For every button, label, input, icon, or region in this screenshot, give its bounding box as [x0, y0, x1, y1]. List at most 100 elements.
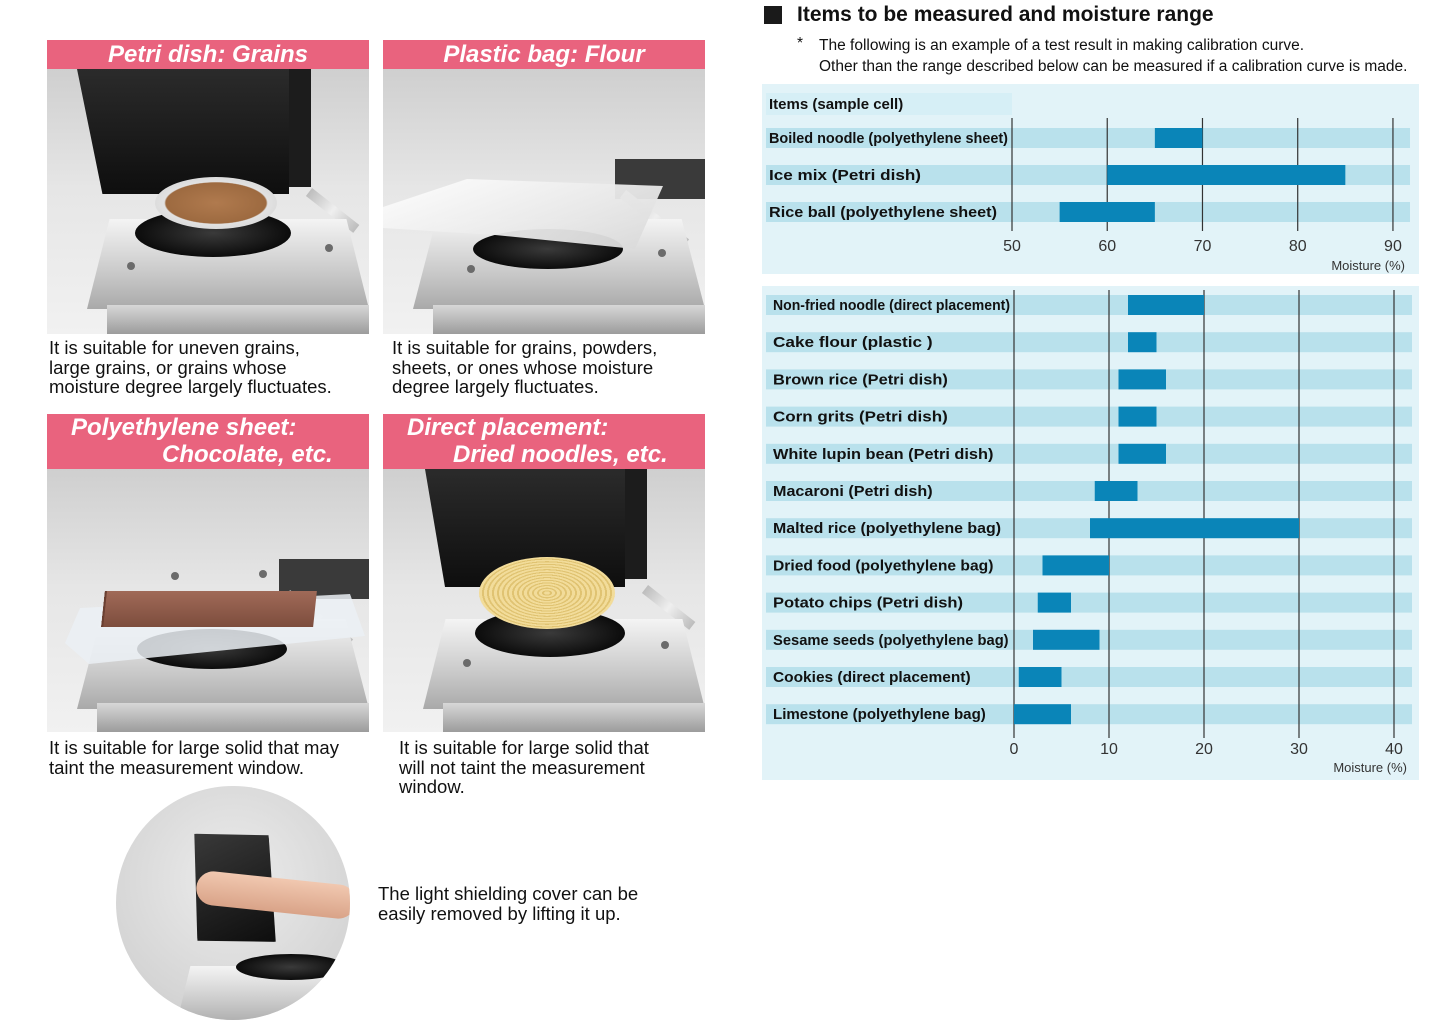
- panel-polyethylene-sheet: Polyethylene sheet: Chocolate, etc. It i…: [47, 414, 369, 794]
- chart-bar: [1042, 555, 1109, 576]
- cover-removal-photo: [116, 786, 350, 1020]
- chart-tick-label: 60: [1098, 238, 1116, 255]
- chart-bar: [1014, 704, 1071, 725]
- chart-bar: [1128, 295, 1204, 315]
- panel-plastic-bag: Plastic bag: Flour It is suitable for gr…: [383, 40, 705, 400]
- caption-line: easily removed by lifting it up.: [378, 902, 621, 924]
- panel-caption: It is suitable for uneven grains, large …: [49, 338, 369, 397]
- chart-axis-label: Moisture (%): [1331, 258, 1405, 273]
- chart-bar: [1094, 481, 1138, 501]
- section-title: Items to be measured and moisture range: [797, 3, 1214, 26]
- panel-title-line: Direct placement:: [407, 414, 609, 441]
- chart-category-label: Rice ball (polyethylene sheet): [769, 204, 997, 221]
- chart-tick-label: 70: [1194, 238, 1212, 255]
- panel-title-line: Chocolate, etc.: [162, 441, 333, 468]
- caption-line: It is suitable for large solid that may: [49, 737, 339, 758]
- note-text: The following is an example of a test re…: [819, 35, 1407, 77]
- caption-line: It is suitable for uneven grains,: [49, 337, 300, 358]
- moisture-range-chart-2: Non-fried noodle (direct placement) Cake …: [766, 290, 1412, 775]
- chart-tick-label: 30: [1290, 741, 1308, 758]
- panel-caption: It is suitable for large solid that will…: [399, 738, 705, 797]
- chart-row-band: [766, 481, 1412, 501]
- chart-box-1: Items (sample cell) Boiled noodle (polyet…: [762, 84, 1419, 274]
- chart-header-label: Items (sample cell): [769, 96, 903, 113]
- chart-box-2: Non-fried noodle (direct placement) Cake …: [762, 286, 1419, 780]
- chart-bar: [1033, 629, 1100, 650]
- chart-tick-label: 50: [1003, 238, 1021, 255]
- chart-tick-label: 80: [1289, 238, 1307, 255]
- caption-line: moisture degree largely fluctuates.: [49, 376, 332, 397]
- chart-category-label: Cookies (direct placement): [773, 669, 971, 686]
- panel-title: Plastic bag: Flour: [383, 40, 705, 69]
- caption-line: will not taint the measurement: [399, 756, 645, 778]
- chart-header-row: [766, 93, 1012, 115]
- chart-row-band: [766, 406, 1412, 427]
- chart-category-label: White lupin bean (Petri dish): [773, 446, 993, 463]
- moisture-range-chart-1: Items (sample cell) Boiled noodle (polyet…: [766, 93, 1410, 273]
- chart-category-label: Dried food (polyethylene bag): [773, 557, 993, 574]
- panel-title: Petri dish: Grains: [47, 40, 369, 69]
- caption-line: large grains, or grains whose: [49, 356, 287, 378]
- caption-line: degree largely fluctuates.: [392, 376, 599, 397]
- caption-line: taint the measurement window.: [49, 756, 305, 778]
- panel-title-line: Petri dish: Grains: [107, 41, 309, 68]
- cover-caption: The light shielding cover can be easily …: [378, 884, 708, 923]
- panel-title: Direct placement: Dried noodles, etc.: [383, 414, 705, 469]
- caption-line: window.: [399, 776, 465, 797]
- chocolate-bar: [101, 591, 317, 627]
- chart-category-label: Boiled noodle (polyethylene sheet): [769, 130, 1008, 147]
- panel-title-line: Polyethylene sheet:: [71, 414, 297, 441]
- panel-caption: It is suitable for large solid that may …: [49, 738, 369, 777]
- panel-title-line: Plastic bag: Flour: [443, 41, 645, 68]
- chart-axis-label: Moisture (%): [1333, 760, 1407, 775]
- panel-title-line: Dried noodles, etc.: [453, 441, 668, 468]
- chart-bar: [1018, 667, 1062, 687]
- chart-tick-label: 20: [1195, 741, 1213, 758]
- chart-category-label: Non-fried noodle (direct placement): [773, 297, 1010, 314]
- chart-bar: [1059, 202, 1155, 222]
- chart-category-label: Corn grits (Petri dish): [773, 409, 948, 426]
- chart-category-label: Limestone (polyethylene bag): [773, 706, 986, 723]
- note-line: The following is an example of a test re…: [819, 37, 1305, 54]
- chart-row-band: [766, 369, 1412, 390]
- dried-noodles: [479, 557, 615, 629]
- caption-line: It is suitable for large solid that: [399, 737, 649, 758]
- chart-bar: [1154, 128, 1203, 148]
- panel-title: Polyethylene sheet: Chocolate, etc.: [47, 414, 369, 469]
- chart-row-band: [766, 592, 1412, 613]
- panel-caption: It is suitable for grains, powders, shee…: [392, 338, 705, 397]
- section-marker: [764, 6, 782, 24]
- chart-bar: [1107, 165, 1346, 185]
- chart-tick-label: 10: [1100, 741, 1118, 758]
- chart-bar: [1118, 406, 1157, 427]
- chart-category-label: Brown rice (Petri dish): [773, 371, 948, 388]
- chart-tick-label: 90: [1384, 238, 1402, 255]
- chart-row-band: [766, 443, 1412, 464]
- chart-row-band: [766, 128, 1410, 148]
- chart-bar: [1118, 369, 1166, 390]
- chart-bar: [1037, 592, 1071, 613]
- chart-row-band: [766, 667, 1412, 687]
- grain-sample: [155, 177, 277, 229]
- chart-row-band: [766, 704, 1412, 725]
- chart-category-label: Sesame seeds (polyethylene bag): [773, 632, 1009, 649]
- chart-tick-label: 0: [1010, 741, 1019, 758]
- device-photo: [47, 69, 369, 334]
- chart-category-label: Malted rice (polyethylene bag): [773, 520, 1001, 537]
- caption-line: It is suitable for grains, powders,: [392, 337, 658, 358]
- chart-bar: [1090, 518, 1299, 539]
- chart-category-label: Cake flour (plastic ): [773, 334, 933, 351]
- chart-tick-label: 40: [1385, 741, 1403, 758]
- device-photo: [383, 69, 705, 334]
- chart-row-band: [766, 332, 1412, 353]
- note-line: Other than the range described below can…: [819, 58, 1408, 75]
- device-photo: [383, 469, 705, 732]
- chart-bar: [1128, 332, 1157, 353]
- caption-line: The light shielding cover can be: [378, 883, 639, 904]
- chart-category-label: Macaroni (Petri dish): [773, 483, 933, 500]
- note-mark: *: [797, 35, 804, 52]
- panel-direct-placement: Direct placement: Dried noodles, etc. It…: [383, 414, 705, 799]
- chart-bar: [1118, 443, 1166, 464]
- device-photo: [47, 469, 369, 732]
- caption-line: sheets, or ones whose moisture: [392, 356, 654, 378]
